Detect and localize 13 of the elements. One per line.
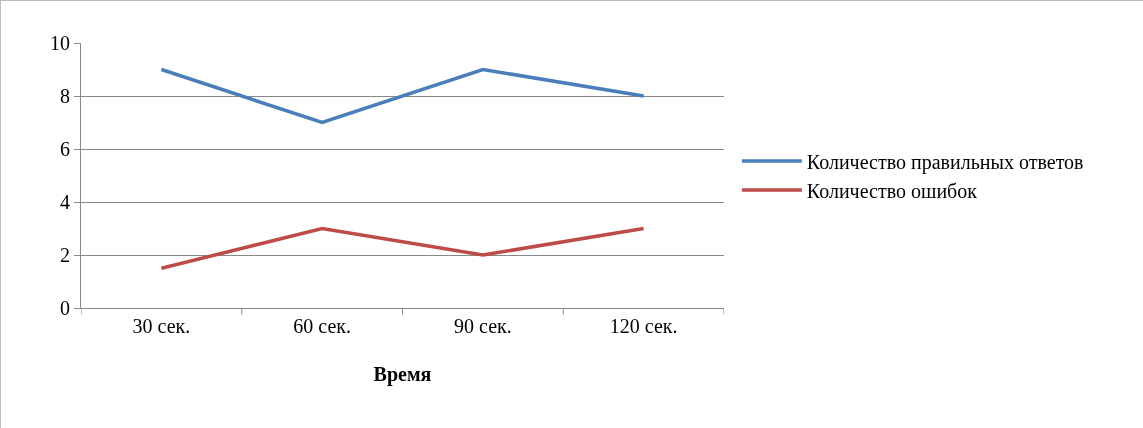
- y-tick-label: 2: [60, 244, 70, 266]
- x-tick-label: 90 сек.: [454, 315, 512, 337]
- y-tick-label: 0: [60, 297, 70, 319]
- x-axis-title: Время: [373, 362, 432, 386]
- x-tick-label: 30 сек.: [132, 315, 191, 337]
- y-tick-label: 6: [60, 138, 70, 160]
- y-tick-label: 10: [50, 32, 70, 54]
- legend-label: Количество правильных ответов: [806, 150, 1084, 174]
- y-tick-label: 8: [60, 85, 70, 107]
- x-tick-label: 60 сек.: [293, 315, 351, 337]
- y-tick-label: 4: [60, 191, 70, 213]
- legend-label: Количество ошибок: [806, 179, 978, 202]
- x-tick-label: 120 сек.: [609, 315, 678, 337]
